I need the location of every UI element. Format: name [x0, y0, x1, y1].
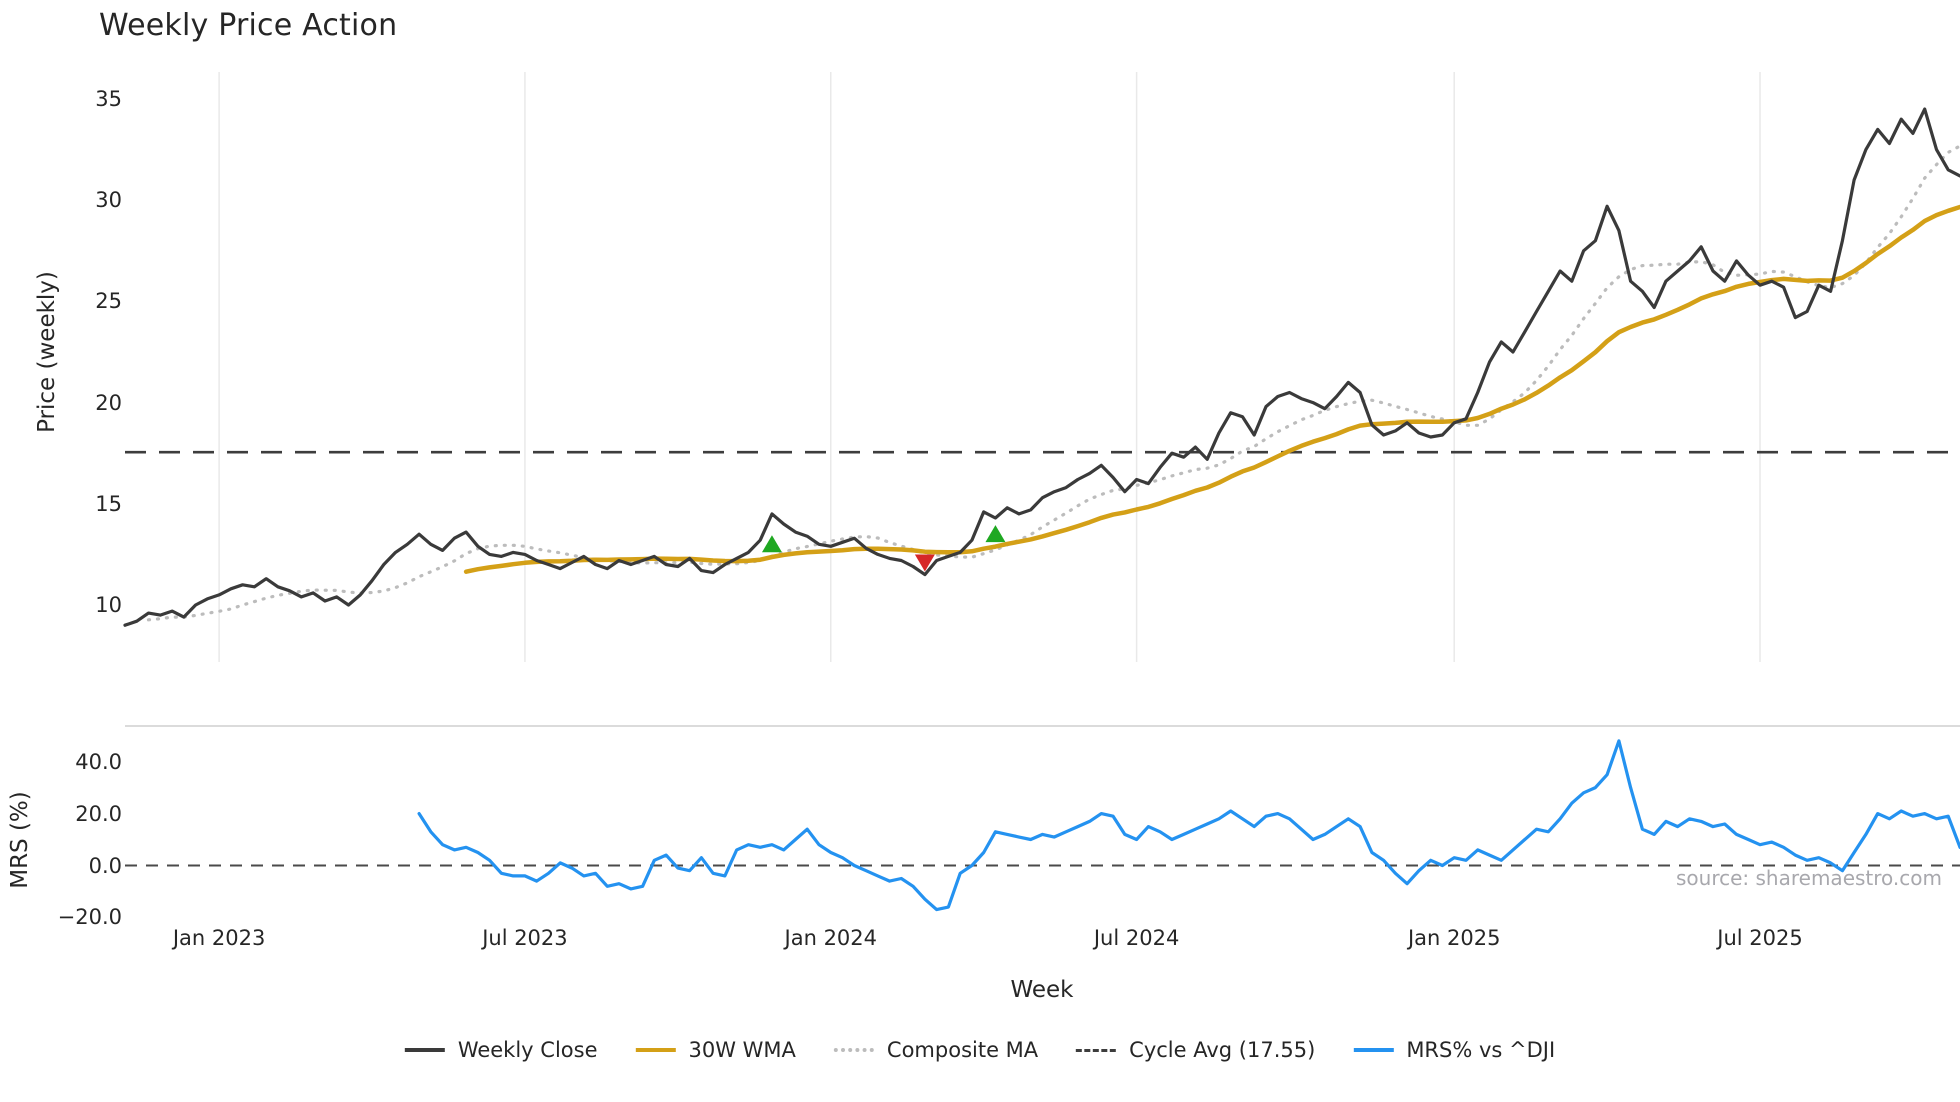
source-note: source: sharemaestro.com — [1676, 866, 1942, 890]
chart-title: Weekly Price Action — [99, 8, 398, 43]
sell-signal-marker — [914, 554, 935, 572]
price-tick-label: 25 — [95, 289, 122, 314]
price-tick-label: 10 — [95, 593, 122, 617]
buy-signal-marker — [761, 535, 782, 553]
price-tick-label: 15 — [95, 491, 122, 516]
legend-item-mrs: MRS% vs ^DJI — [1353, 1038, 1555, 1062]
weekly-close-line-swatch — [404, 1048, 445, 1052]
legend-item-weekly-close: Weekly Close — [404, 1038, 598, 1062]
x-tick-label: Jul 2024 — [1093, 926, 1180, 950]
legend-item-composite-ma: Composite MA — [833, 1038, 1039, 1062]
legend-label-composite-ma: Composite MA — [886, 1038, 1039, 1062]
mrs-tick-label: 20.0 — [75, 801, 122, 826]
legend-item-cycle-avg: Cycle Avg (17.55) — [1076, 1038, 1315, 1062]
composite-ma-line-swatch — [833, 1048, 874, 1052]
mrs-tick-label: −20.0 — [57, 905, 122, 930]
x-tick-label: Jan 2025 — [1407, 926, 1501, 950]
mrs-axis-label: MRS (%) — [7, 791, 33, 889]
week-axis-label: Week — [1010, 977, 1074, 1003]
mrs-line — [417, 739, 1960, 912]
wma-line — [463, 204, 1960, 574]
x-tick-label: Jan 2024 — [784, 926, 878, 950]
legend: Weekly Close 30W WMA Composite MA Cycle … — [404, 1038, 1555, 1062]
x-tick-label: Jul 2025 — [1717, 926, 1803, 950]
mrs-tick-label: 0.0 — [88, 853, 122, 878]
wma-line-swatch — [635, 1048, 676, 1052]
weekly-close-line — [123, 107, 1960, 627]
legend-label-mrs: MRS% vs ^DJI — [1406, 1038, 1556, 1062]
buy-signal-marker — [985, 525, 1006, 543]
price-tick-label: 35 — [95, 87, 122, 111]
mrs-line-swatch — [1353, 1048, 1394, 1052]
legend-label-weekly-close: Weekly Close — [457, 1038, 598, 1062]
legend-item-30w-wma: 30W WMA — [635, 1038, 796, 1062]
price-tick-label: 30 — [95, 188, 122, 213]
mrs-tick-label: 40.0 — [75, 749, 122, 774]
x-tick-label: Jan 2023 — [172, 926, 266, 950]
legend-label-30w-wma: 30W WMA — [688, 1038, 796, 1062]
price-tick-label: 20 — [95, 390, 122, 415]
x-tick-label: Jul 2023 — [482, 926, 568, 950]
legend-label-cycle-avg: Cycle Avg (17.55) — [1129, 1038, 1316, 1062]
cycle-avg-line-swatch — [1076, 1048, 1117, 1052]
composite-ma-line — [146, 144, 1960, 622]
